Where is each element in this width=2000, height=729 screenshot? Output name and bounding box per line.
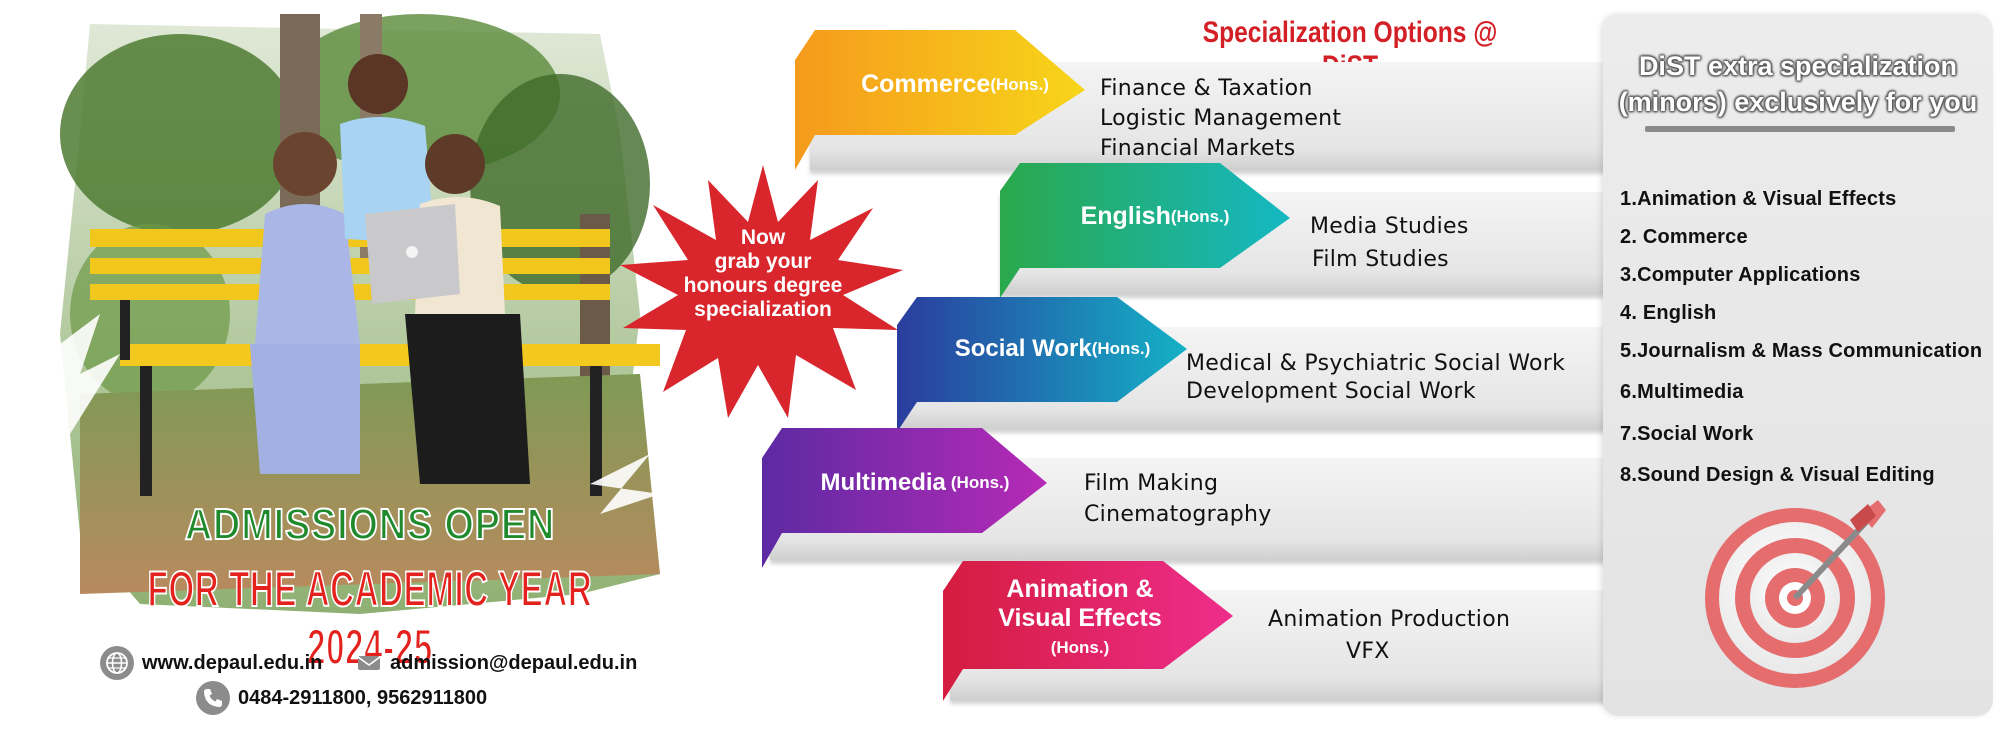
burst-line: specialization — [694, 298, 832, 321]
hons-label: (Hons.) — [1091, 338, 1151, 358]
multimedia-subjects: Film Making Cinematography — [1084, 468, 1272, 530]
subject-item: Media Studies — [1310, 214, 1469, 239]
hons-label: (Hons.) — [1170, 206, 1230, 226]
subject-item: Film Studies — [1312, 247, 1449, 272]
target-icon — [1700, 490, 1900, 690]
social-work-label: Social Work (Hons.) — [930, 326, 1175, 372]
phone-numbers: 0484-2911800, 9562911800 — [238, 686, 488, 709]
burst-text: Now grab your honours degree specializat… — [645, 226, 881, 322]
academic-year-heading: FOR THE ACADEMIC YEAR 2024-25 — [147, 560, 593, 676]
commerce-subjects: Finance & Taxation Logistic Management F… — [1100, 74, 1341, 164]
minors-title-line: (minors) exclusively for you — [1618, 87, 1978, 117]
subject-item: Medical & Psychiatric Social Work — [1186, 351, 1566, 376]
globe-icon — [100, 646, 134, 680]
phone-contact[interactable]: 0484-2911800, 9562911800 — [196, 681, 487, 715]
social-work-tag[interactable] — [897, 297, 1187, 432]
minor-item: 4. English — [1620, 302, 1717, 324]
minor-item: 3.Computer Applications — [1620, 264, 1861, 286]
program-name: Social Work — [954, 334, 1092, 362]
multimedia-label: Multimedia (Hons.) — [790, 460, 1040, 506]
divider — [1645, 126, 1955, 132]
email-link[interactable]: admission@depaul.edu.in — [390, 651, 638, 674]
minors-title-line: DiST extra specialization — [1638, 51, 1958, 81]
subject-item: Film Making — [1084, 471, 1219, 496]
website-contact[interactable]: www.depaul.edu.in — [100, 646, 322, 680]
burst-line: Now — [740, 226, 786, 249]
english-label: English (Hons.) — [1035, 195, 1275, 239]
phone-icon — [196, 681, 230, 715]
subject-item: Financial Markets — [1100, 136, 1296, 161]
website-link[interactable]: www.depaul.edu.in — [142, 651, 323, 674]
animation-subjects: Animation Production VFX — [1268, 604, 1510, 668]
english-tag[interactable] — [1000, 163, 1290, 298]
hons-label: (Hons.) — [990, 74, 1049, 94]
subject-item: Finance & Taxation — [1100, 76, 1313, 101]
commerce-tag[interactable] — [795, 30, 1085, 170]
animation-tag[interactable] — [943, 561, 1233, 701]
email-contact[interactable]: admission@depaul.edu.in — [352, 646, 637, 680]
multimedia-tag[interactable] — [762, 428, 1052, 568]
animation-label: Animation & Visual Effects (Hons.) — [970, 572, 1190, 664]
program-name: Multimedia — [820, 468, 946, 496]
social-work-subjects: Medical & Psychiatric Social Work Develo… — [1186, 350, 1565, 406]
burst-badge — [618, 160, 908, 420]
hons-label: (Hons.) — [950, 472, 1010, 492]
commerce-label: Commerce (Hons.) — [830, 62, 1080, 108]
minor-item: 5.Journalism & Mass Communication — [1620, 340, 1983, 362]
minor-item: 8.Sound Design & Visual Editing — [1620, 464, 1935, 486]
english-subjects: Media Studies Film Studies — [1310, 210, 1469, 276]
subject-item: Logistic Management — [1100, 106, 1342, 131]
burst-line: grab your — [714, 250, 812, 273]
subject-item: Animation Production — [1268, 607, 1511, 632]
program-name-line: Animation & — [1006, 574, 1154, 603]
burst-line: honours degree — [683, 274, 843, 297]
program-name: English — [1080, 202, 1171, 231]
subject-item: Development Social Work — [1186, 379, 1476, 404]
minor-item: 1.Animation & Visual Effects — [1620, 188, 1897, 210]
subject-item: Cinematography — [1084, 502, 1272, 527]
admissions-open-heading: ADMISSIONS OPEN — [184, 499, 556, 550]
envelope-icon — [352, 646, 382, 680]
program-name-line: Visual Effects — [998, 603, 1162, 632]
minors-title: DiST extra specialization (minors) exclu… — [1608, 48, 1988, 120]
subject-item: VFX — [1346, 639, 1390, 664]
minor-item: 2. Commerce — [1620, 226, 1748, 248]
minor-item: 7.Social Work — [1620, 423, 1754, 445]
students-photo — [60, 14, 660, 654]
minor-item: 6.Multimedia — [1620, 381, 1744, 403]
hons-label: (Hons.) — [1050, 637, 1110, 657]
program-name: Commerce — [861, 70, 991, 99]
